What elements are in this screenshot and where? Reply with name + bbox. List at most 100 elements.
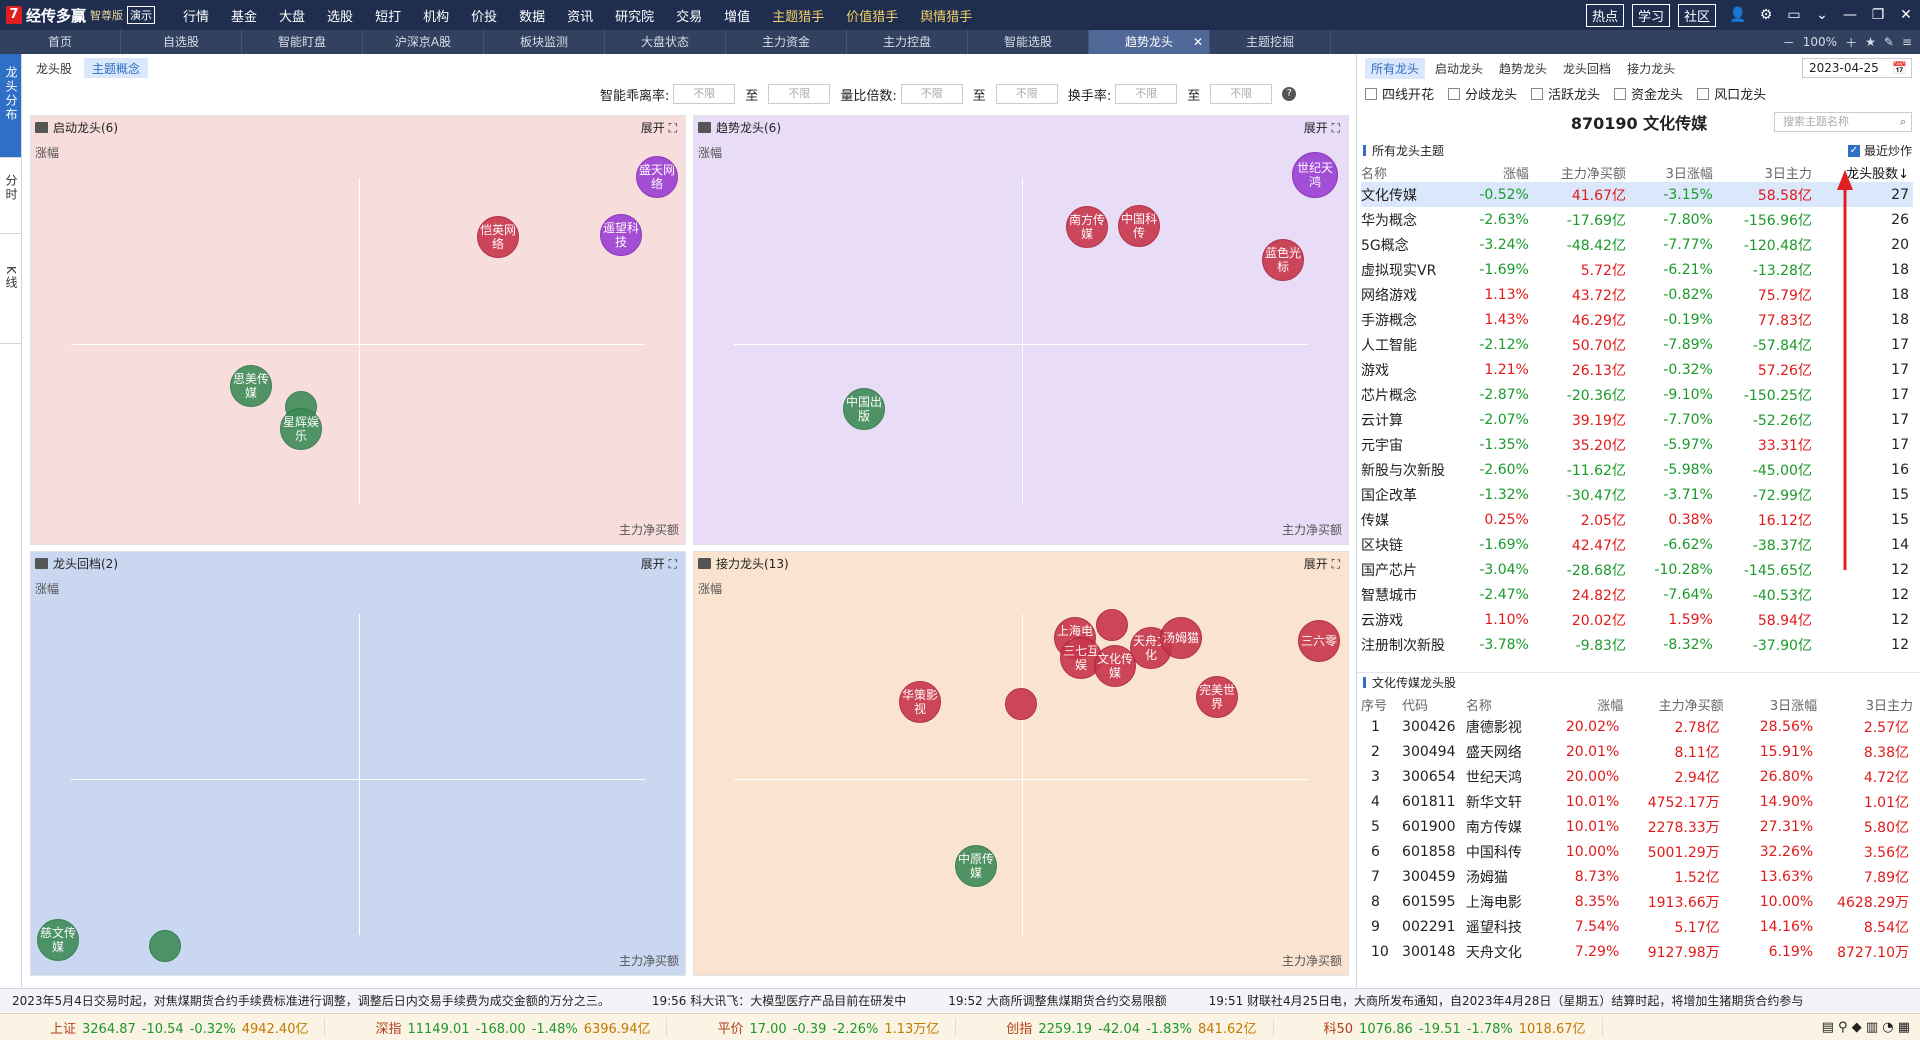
table-row[interactable]: 区块链 -1.69% 42.47亿 -6.62% -38.37亿 14 — [1361, 532, 1913, 557]
news-item[interactable]: 19:51 财联社4月25日电，大商所发布通知，自2023年4月28日（星期五）… — [1208, 994, 1804, 1008]
stock-bubble[interactable]: 蓝色光标 — [1262, 239, 1304, 281]
tab-item[interactable]: 自选股 — [121, 30, 242, 54]
news-ticker[interactable]: 2023年5月4日交易时起，对焦煤期货合约手续费标准进行调整，调整后日内交易手续… — [0, 988, 1920, 1012]
settings-icon[interactable]: ⚙ — [1759, 7, 1773, 23]
stock-bubble[interactable]: 汤姆猫 — [1160, 617, 1202, 659]
menu-item[interactable]: 研究院 — [615, 9, 655, 25]
menu-item[interactable]: 主题猎手 — [772, 9, 825, 25]
community-button[interactable]: 社区 — [1677, 3, 1716, 27]
recent-hype-checkbox[interactable]: ✓ 最近炒作 — [1847, 144, 1912, 158]
stock-bubble[interactable]: 中国科传 — [1118, 205, 1160, 247]
table-row[interactable]: 9 002291 遥望科技 7.54% 5.17亿 14.16% 8.54亿 — [1361, 914, 1913, 939]
tab-item[interactable]: 沪深京A股 — [363, 30, 484, 54]
filter-checkbox[interactable]: 四线开花 — [1365, 84, 1434, 103]
table-row[interactable]: 游戏 1.21% 26.13亿 -0.32% 57.26亿 17 — [1361, 357, 1913, 382]
tab-item[interactable]: 大盘状态 — [605, 30, 726, 54]
index-item[interactable]: 平价 17.00 -0.39 -2.26% 1.13万亿 — [667, 1017, 957, 1037]
table-row[interactable]: 新股与次新股 -2.60% -11.62亿 -5.98% -45.00亿 16 — [1361, 457, 1913, 482]
close-tab-icon[interactable]: ✕ — [1192, 35, 1203, 49]
expand-button[interactable]: 展开 ⛶ — [640, 557, 677, 571]
table-row[interactable]: 网络游戏 1.13% 43.72亿 -0.82% 75.79亿 18 — [1361, 282, 1913, 307]
layout-icon[interactable]: ▭ — [1787, 7, 1801, 23]
table-row[interactable]: 文化传媒 -0.52% 41.67亿 -3.15% 58.58亿 27 — [1361, 182, 1913, 207]
subtab-theme-concepts[interactable]: 主题概念 — [84, 58, 149, 78]
table-row[interactable]: 8 601595 上海电影 8.35% 1913.66万 10.00% 4628.29万 — [1361, 889, 1913, 914]
stock-bubble[interactable]: 三六零 — [1298, 620, 1340, 662]
menu-item[interactable]: 价投 — [471, 9, 498, 25]
right-tab[interactable]: 龙头回档 — [1563, 62, 1612, 76]
tab-item[interactable]: 主题挖掘 — [1210, 30, 1331, 54]
table-row[interactable]: 国企改革 -1.32% -30.47亿 -3.71% -72.99亿 15 — [1361, 482, 1913, 507]
favorite-icon[interactable]: ★ — [1865, 35, 1876, 49]
date-picker[interactable]: 2023-04-25 📅 — [1802, 58, 1912, 78]
turnover-max-input[interactable]: 不限 — [1210, 84, 1273, 104]
menu-item[interactable]: 基金 — [231, 9, 258, 25]
zoom-in-icon[interactable]: ＋ — [1845, 35, 1858, 50]
menu-item[interactable]: 资讯 — [567, 9, 594, 25]
tab-item[interactable]: 智能选股 — [968, 30, 1089, 54]
index-item[interactable]: 深指 11149.01 -168.00 -1.48% 6396.94亿 — [325, 1017, 668, 1037]
news-item[interactable]: 2023年5月4日交易时起，对焦煤期货合约手续费标准进行调整，调整后日内交易手续… — [12, 994, 610, 1008]
menu-item[interactable]: 价值猎手 — [846, 9, 899, 25]
expand-button[interactable]: 展开 ⛶ — [1303, 557, 1340, 571]
table-row[interactable]: 6 601858 中国科传 10.00% 5001.29万 32.26% 3.56亿 — [1361, 839, 1913, 864]
minimize-icon[interactable]: — — [1843, 7, 1857, 23]
index-item[interactable]: 创指 2259.19 -42.04 -1.83% 841.62亿 — [956, 1017, 1274, 1037]
news-item[interactable]: 19:52 大商所调整焦煤期货合约交易限额 — [948, 994, 1167, 1008]
table-row[interactable]: 国产芯片 -3.04% -28.68亿 -10.28% -145.65亿 12 — [1361, 557, 1913, 582]
table-row[interactable]: 传媒 0.25% 2.05亿 0.38% 16.12亿 15 — [1361, 507, 1913, 532]
expand-button[interactable]: 展开 ⛶ — [1303, 121, 1340, 135]
table-row[interactable]: 5G概念 -3.24% -48.42亿 -7.77% -120.48亿 20 — [1361, 232, 1913, 257]
stock-bubble[interactable]: 星辉娱乐 — [280, 408, 322, 450]
nav-kline[interactable]: K线 — [0, 234, 21, 344]
stock-bubble[interactable]: 恺英网络 — [477, 216, 519, 258]
deviation-max-input[interactable]: 不限 — [768, 84, 831, 104]
stock-bubble[interactable] — [1096, 609, 1128, 641]
tab-item[interactable]: 主力资金 — [726, 30, 847, 54]
menu-item[interactable]: 行情 — [183, 9, 210, 25]
tab-item[interactable]: 智能盯盘 — [242, 30, 363, 54]
stock-bubble[interactable]: 中国出版 — [843, 388, 885, 430]
right-tab[interactable]: 启动龙头 — [1435, 62, 1484, 76]
expand-button[interactable]: 展开 ⛶ — [640, 121, 677, 135]
stock-bubble[interactable]: 中原传媒 — [955, 845, 997, 887]
news-item[interactable]: 19:56 科大讯飞：大模型医疗产品目前在研发中 — [651, 994, 907, 1008]
filter-checkbox[interactable]: 活跃龙头 — [1531, 84, 1600, 103]
table-row[interactable]: 注册制次新股 -3.78% -9.83亿 -8.32% -37.90亿 12 — [1361, 632, 1913, 657]
tab-item[interactable]: 主力控盘 — [847, 30, 968, 54]
stock-bubble[interactable]: 文化传媒 — [1094, 645, 1136, 687]
edit-icon[interactable]: ✎ — [1883, 35, 1894, 49]
filter-checkbox[interactable]: 风口龙头 — [1697, 84, 1766, 103]
table-row[interactable]: 4 601811 新华文轩 10.01% 4752.17万 14.90% 1.01亿 — [1361, 789, 1913, 814]
hot-button[interactable]: 热点 — [1585, 3, 1624, 27]
stock-bubble[interactable]: 世纪天鸿 — [1292, 152, 1338, 198]
table-row[interactable]: 芯片概念 -2.87% -20.36亿 -9.10% -150.25亿 17 — [1361, 382, 1913, 407]
tab-item[interactable]: 首页 — [0, 30, 121, 54]
menu-item[interactable]: 大盘 — [279, 9, 306, 25]
nav-intraday[interactable]: 分时 — [0, 158, 21, 234]
restore-icon[interactable]: ❐ — [1871, 7, 1885, 23]
right-tab[interactable]: 所有龙头 — [1365, 58, 1426, 79]
stock-bubble[interactable]: 南方传媒 — [1066, 206, 1108, 248]
stock-bubble[interactable]: 遥望科技 — [600, 214, 642, 256]
table-row[interactable]: 虚拟现实VR -1.69% 5.72亿 -6.21% -13.28亿 18 — [1361, 257, 1913, 282]
stock-bubble[interactable] — [149, 930, 181, 962]
turnover-min-input[interactable]: 不限 — [1115, 84, 1178, 104]
tab-item[interactable]: 板块监测 — [484, 30, 605, 54]
table-row[interactable]: 云计算 -2.07% 39.19亿 -7.70% -52.26亿 17 — [1361, 407, 1913, 432]
right-tab[interactable]: 趋势龙头 — [1499, 62, 1548, 76]
table-row[interactable]: 华为概念 -2.63% -17.69亿 -7.80% -156.96亿 26 — [1361, 207, 1913, 232]
volume-min-input[interactable]: 不限 — [900, 84, 963, 104]
zoom-out-icon[interactable]: － — [1782, 35, 1795, 50]
chevron-down-icon[interactable]: ⌄ — [1816, 7, 1828, 23]
menu-item[interactable]: 短打 — [375, 9, 402, 25]
table-row[interactable]: 3 300654 世纪天鸿 20.00% 2.94亿 26.80% 4.72亿 — [1361, 764, 1913, 789]
table-row[interactable]: 人工智能 -2.12% 50.70亿 -7.89% -57.84亿 17 — [1361, 332, 1913, 357]
tab-item[interactable]: 趋势龙头 ✕ — [1089, 30, 1210, 54]
nav-leader-distribution[interactable]: 龙头分布 — [0, 54, 21, 158]
menu-item[interactable]: 机构 — [423, 9, 450, 25]
filter-checkbox[interactable]: 资金龙头 — [1614, 84, 1683, 103]
subtab-leader-stocks[interactable]: 龙头股 — [36, 62, 73, 76]
stock-bubble[interactable]: 思美传媒 — [230, 365, 272, 407]
table-row[interactable]: 手游概念 1.43% 46.29亿 -0.19% 77.83亿 18 — [1361, 307, 1913, 332]
